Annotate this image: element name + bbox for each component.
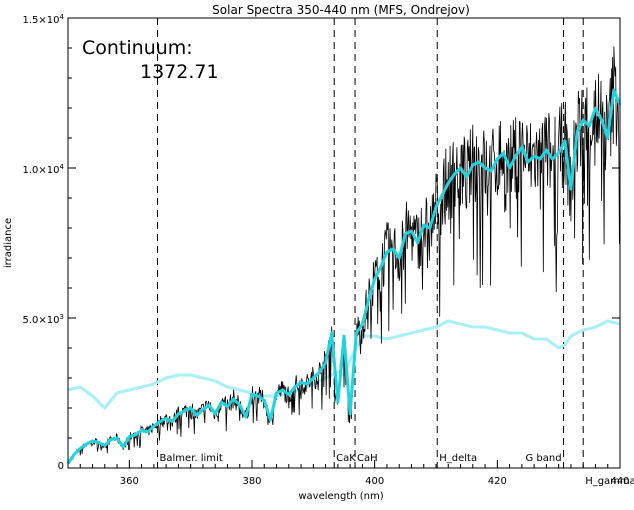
x-tick-label: 380 — [242, 476, 261, 487]
x-tick-label: 420 — [488, 476, 507, 487]
y-tick-label: 1.5×104 — [23, 13, 65, 26]
chart-title: Solar Spectra 350-440 nm (MFS, Ondrejov) — [212, 3, 470, 17]
plot-border — [67, 17, 621, 469]
reference-line-label: H_gamma — [585, 476, 634, 487]
y-tick-label: 0 — [58, 461, 64, 472]
spectrum-line — [67, 46, 620, 465]
reference-line-label: CaK — [336, 453, 356, 464]
smoothed-spectrum-line — [66, 88, 622, 465]
continuum-value: 1372.71 — [140, 61, 219, 83]
reference-line-label: Balmer. limit — [160, 453, 223, 464]
y-axis: 0 5.0×103 1.0×104 1.5×104 — [23, 13, 620, 472]
x-tick-label: 400 — [365, 476, 384, 487]
x-axis: 360 380 400 420 440 — [67, 460, 630, 487]
spectrum-series — [66, 46, 622, 465]
x-tick-label: 360 — [120, 476, 139, 487]
plot-frame — [67, 17, 621, 469]
y-tick-label: 5.0×103 — [23, 313, 64, 326]
y-tick-label: 1.0×104 — [23, 163, 65, 176]
y-axis-label: irradiance — [3, 218, 14, 268]
reference-lines — [157, 18, 584, 468]
x-tick-label: 440 — [610, 476, 629, 487]
continuum-label: Continuum: — [82, 37, 193, 59]
reference-line-label: G band — [525, 453, 561, 464]
reference-labels: Balmer. limit CaK CaH H_delta G band H_gamma — [160, 453, 634, 487]
reference-line-label: CaH — [357, 453, 378, 464]
reference-line-label: H_delta — [439, 453, 477, 464]
x-axis-label: wavelength (nm) — [298, 491, 383, 502]
